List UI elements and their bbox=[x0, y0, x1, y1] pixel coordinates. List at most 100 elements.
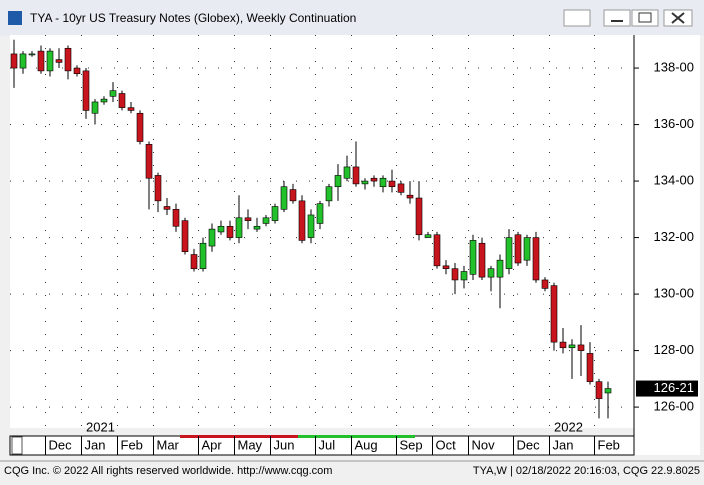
candle-body bbox=[163, 206, 171, 210]
candle-body bbox=[568, 344, 576, 349]
candle-body bbox=[595, 381, 603, 399]
scroll-handle[interactable] bbox=[11, 436, 23, 455]
candle-body bbox=[217, 225, 225, 233]
x-tick-label: Jul bbox=[319, 437, 336, 452]
footer-left: CQG Inc. © 2022 All rights reserved worl… bbox=[4, 465, 332, 477]
candle-body bbox=[118, 93, 126, 108]
year-label: 2022 bbox=[554, 419, 583, 434]
candle-body bbox=[181, 220, 189, 253]
candle-body bbox=[460, 271, 468, 281]
candle-body bbox=[109, 90, 117, 97]
candle-body bbox=[82, 70, 90, 111]
plot-area bbox=[10, 35, 634, 428]
y-tick-label: 136-00 bbox=[654, 116, 694, 131]
candle-body bbox=[154, 175, 162, 202]
candle-body bbox=[352, 166, 360, 185]
footer-right: TYA,W | 02/18/2022 20:16:03, CQG 22.9.80… bbox=[473, 465, 700, 477]
candle-body bbox=[577, 344, 585, 351]
y-tick-label: 132-00 bbox=[654, 229, 694, 244]
x-tick-label: Nov bbox=[472, 437, 496, 452]
candle-body bbox=[487, 268, 495, 278]
x-tick-label: Apr bbox=[202, 437, 223, 452]
candle-body bbox=[478, 242, 486, 278]
candle-body bbox=[379, 177, 387, 188]
candle-body bbox=[523, 237, 531, 261]
x-tick-label: Jan bbox=[85, 437, 106, 452]
x-tick-label: Oct bbox=[436, 437, 457, 452]
candle-body bbox=[37, 50, 45, 72]
x-tick-label: Sep bbox=[400, 437, 423, 452]
candle-body bbox=[343, 166, 351, 179]
candle-body bbox=[100, 98, 108, 103]
candle-body bbox=[253, 225, 261, 230]
candle-body bbox=[496, 259, 504, 278]
candle-body bbox=[208, 228, 216, 247]
y-tick-label: 126-00 bbox=[654, 399, 694, 414]
candle-body bbox=[280, 186, 288, 210]
candle-body bbox=[73, 67, 81, 75]
app-icon bbox=[8, 11, 22, 25]
year-label: 2021 bbox=[86, 419, 115, 434]
timeline-red bbox=[180, 435, 298, 438]
candle-body bbox=[424, 234, 432, 238]
window-title: TYA - 10yr US Treasury Notes (Globex), W… bbox=[30, 11, 356, 25]
candle-body bbox=[361, 180, 369, 185]
x-tick-label: Aug bbox=[355, 437, 378, 452]
candle-body bbox=[127, 107, 135, 111]
candle-body bbox=[334, 175, 342, 188]
candle-body bbox=[433, 234, 441, 267]
candle-body bbox=[550, 285, 558, 343]
x-tick-label: Feb bbox=[598, 437, 620, 452]
candle-body bbox=[199, 242, 207, 269]
candle-body bbox=[235, 217, 243, 238]
candle-body bbox=[541, 279, 549, 289]
candle-body bbox=[172, 209, 180, 227]
candle-body bbox=[244, 217, 252, 221]
candle-body bbox=[298, 200, 306, 241]
x-tick-label: Mar bbox=[157, 437, 180, 452]
candle-body bbox=[190, 254, 198, 269]
candle-body bbox=[28, 53, 36, 56]
x-tick-label: Dec bbox=[517, 437, 541, 452]
y-tick-label: 134-00 bbox=[654, 173, 694, 188]
x-tick-label: Feb bbox=[121, 437, 143, 452]
link-button[interactable] bbox=[563, 9, 591, 27]
candle-body bbox=[262, 217, 270, 224]
candle-body bbox=[370, 177, 378, 182]
y-tick-label: 138-00 bbox=[654, 59, 694, 74]
maximize-button[interactable] bbox=[631, 9, 659, 27]
candle-body bbox=[388, 180, 396, 188]
candle-body bbox=[415, 197, 423, 236]
candle-body bbox=[532, 237, 540, 281]
candle-body bbox=[46, 50, 54, 72]
candle-body bbox=[586, 353, 594, 382]
candle-body bbox=[55, 59, 63, 63]
candle-body bbox=[559, 341, 567, 349]
candle-body bbox=[64, 47, 72, 72]
candle-body bbox=[226, 225, 234, 238]
candle-body bbox=[136, 112, 144, 142]
candle-body bbox=[451, 268, 459, 281]
last-price-box bbox=[636, 380, 698, 397]
y-tick-label: 130-00 bbox=[654, 286, 694, 301]
candle-body bbox=[469, 240, 477, 275]
last-price-label: 126-21 bbox=[654, 380, 694, 395]
x-tick-label: May bbox=[238, 437, 263, 452]
candle-body bbox=[325, 186, 333, 202]
maximize-glyph bbox=[638, 12, 652, 23]
y-tick-label: 128-00 bbox=[654, 342, 694, 357]
candle-body bbox=[91, 101, 99, 114]
candle-body bbox=[19, 53, 27, 69]
candle-body bbox=[397, 183, 405, 193]
x-tick-label: Jun bbox=[274, 437, 295, 452]
candle-body bbox=[505, 237, 513, 269]
timeline-green bbox=[298, 435, 415, 438]
candle-body bbox=[316, 203, 324, 224]
candle-body bbox=[514, 234, 522, 264]
candle-body bbox=[604, 388, 612, 394]
candle-body bbox=[145, 144, 153, 179]
minimize-button[interactable] bbox=[603, 9, 631, 27]
x-tick-label: Jan bbox=[553, 437, 574, 452]
candle-body bbox=[406, 194, 414, 199]
